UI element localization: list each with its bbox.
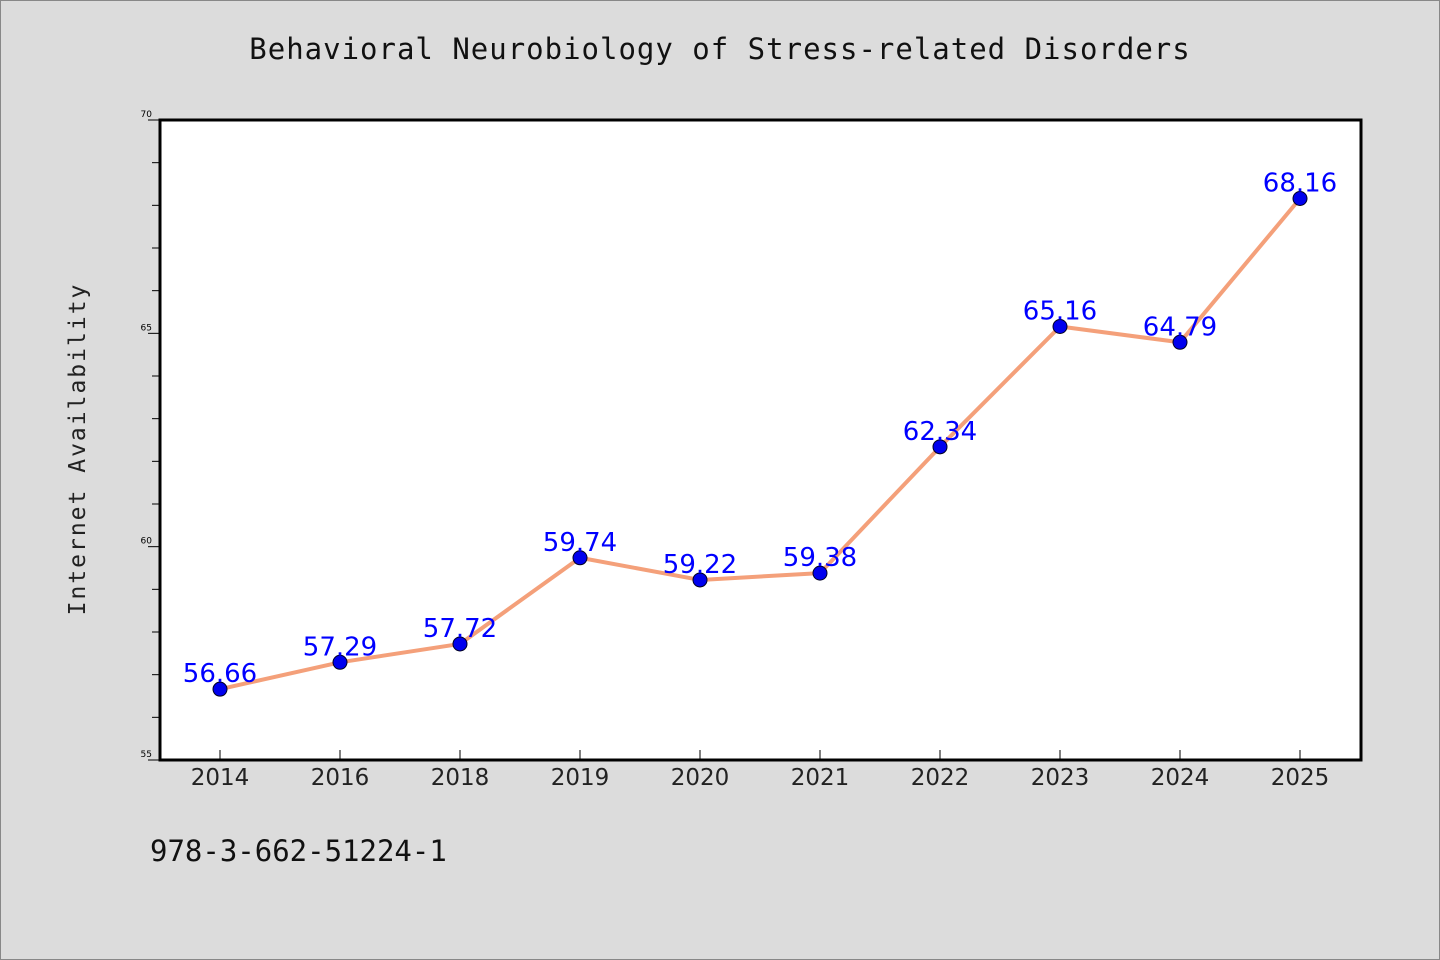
y-axis-ticks: 55 60 65 70 bbox=[141, 110, 160, 761]
data-label: 59.22 bbox=[663, 550, 737, 580]
x-tick-label: 2018 bbox=[431, 765, 490, 791]
footer-code: 978-3-662-51224-1 bbox=[150, 834, 447, 868]
data-point-marker bbox=[1172, 334, 1188, 350]
x-tick-label: 2014 bbox=[191, 765, 250, 791]
data-label: 59.38 bbox=[783, 543, 857, 573]
data-label: 59.74 bbox=[543, 528, 617, 558]
data-label: 57.29 bbox=[303, 632, 377, 662]
series-layer bbox=[218, 196, 1302, 692]
x-tick-label: 2021 bbox=[791, 765, 850, 791]
data-label: 57.72 bbox=[423, 614, 497, 644]
marker-layer bbox=[212, 191, 1308, 697]
series-line bbox=[218, 196, 1302, 692]
x-tick-label: 2023 bbox=[1031, 765, 1090, 791]
data-label: 65.16 bbox=[1023, 297, 1097, 327]
x-axis-ticks: 2014 2016 2018 2019 2020 2021 2022 2023 2024 2025 bbox=[191, 750, 1330, 791]
x-tick-label: 2019 bbox=[551, 765, 610, 791]
y-tick-label: 55 bbox=[141, 750, 152, 760]
plot-border bbox=[158, 118, 1363, 762]
data-point-marker bbox=[812, 565, 828, 581]
y-tick-label: 60 bbox=[141, 537, 153, 547]
data-label: 68.16 bbox=[1263, 169, 1337, 199]
y-tick-label: 65 bbox=[141, 323, 152, 333]
data-label: 56.66 bbox=[183, 659, 257, 689]
x-tick-label: 2016 bbox=[311, 765, 370, 791]
y-tick-label: 70 bbox=[141, 110, 153, 120]
data-point-marker bbox=[452, 636, 468, 652]
data-point-marker bbox=[332, 654, 348, 670]
data-point-marker bbox=[1052, 319, 1068, 335]
plot-area bbox=[160, 120, 1361, 760]
data-label: 64.79 bbox=[1143, 312, 1217, 342]
data-point-marker bbox=[932, 439, 948, 455]
data-point-marker bbox=[1292, 191, 1308, 207]
data-point-marker bbox=[212, 681, 228, 697]
x-tick-label: 2022 bbox=[911, 765, 970, 791]
x-tick-label: 2024 bbox=[1151, 765, 1210, 791]
x-tick-label: 2020 bbox=[671, 765, 730, 791]
x-tick-label: 2025 bbox=[1271, 765, 1330, 791]
chart-title: Behavioral Neurobiology of Stress-relate… bbox=[249, 32, 1191, 66]
data-label-layer: 56.66 57.29 57.72 59.74 59.22 59.38 62.34 65.16… bbox=[183, 169, 1337, 690]
data-label: 62.34 bbox=[903, 417, 977, 447]
data-point-marker bbox=[572, 550, 588, 566]
data-point-marker bbox=[692, 572, 708, 588]
